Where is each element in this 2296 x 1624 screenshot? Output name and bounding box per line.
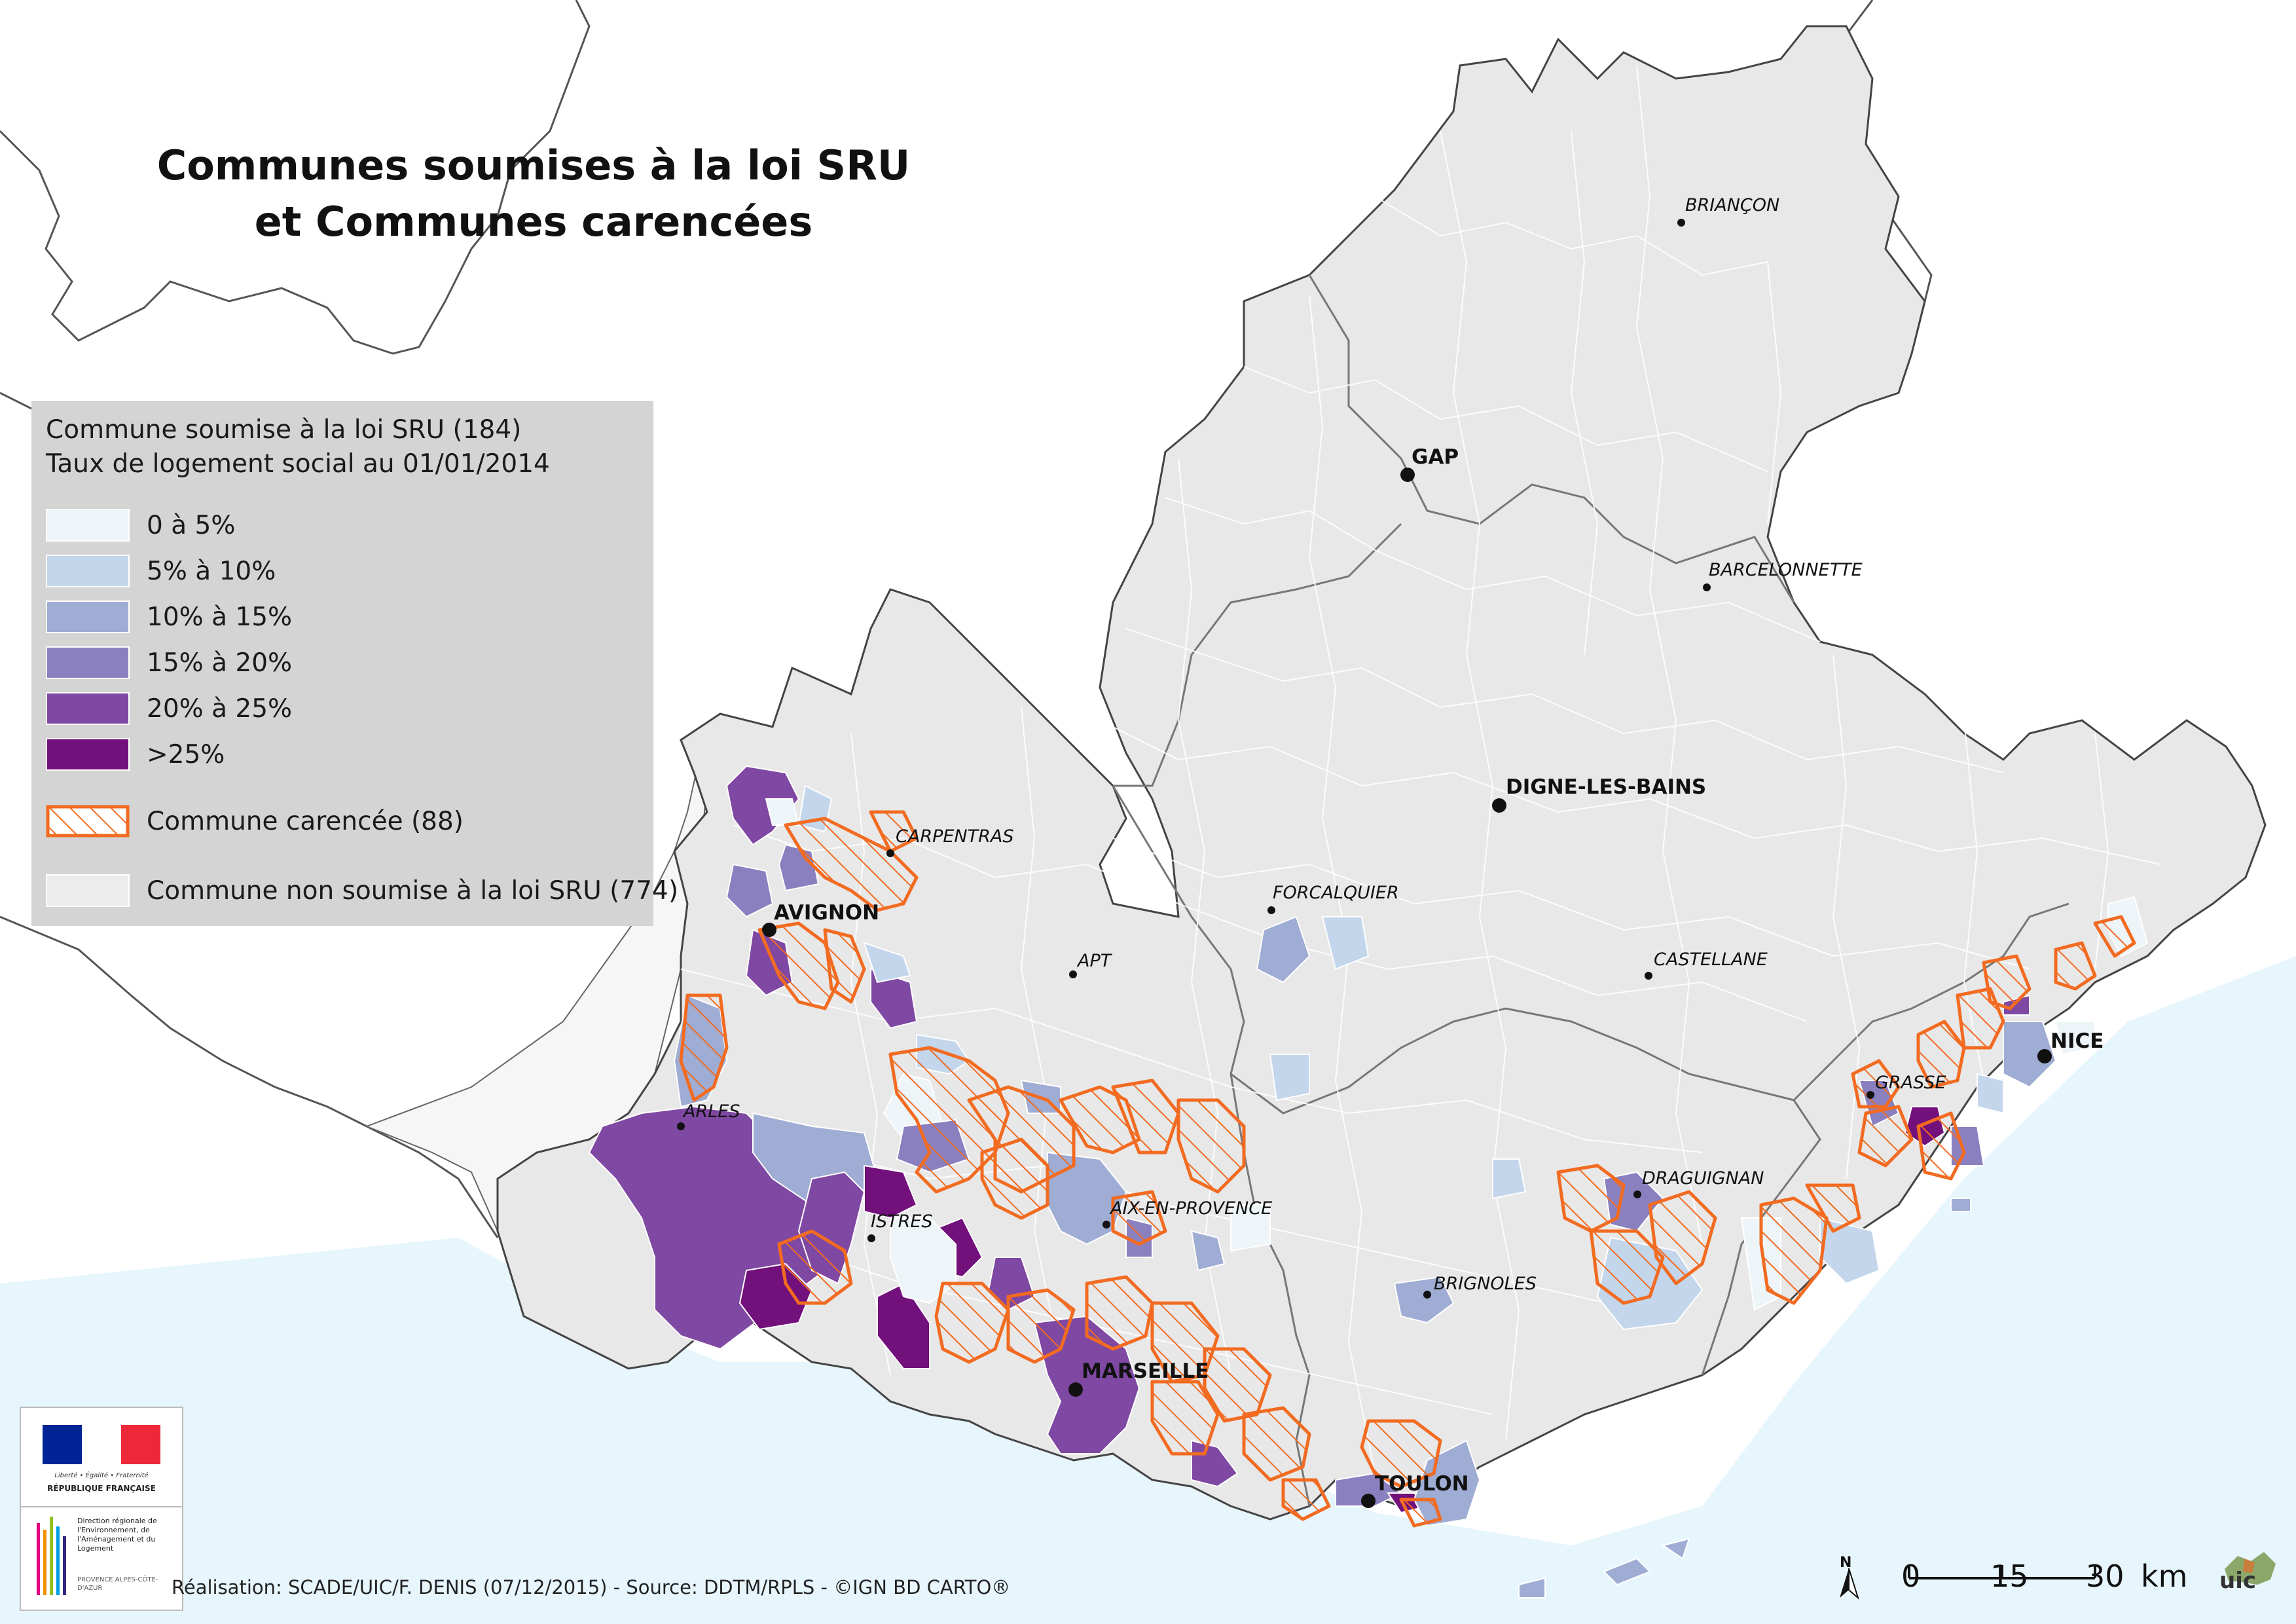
legend: Commune soumise à la loi SRU (184) Taux … [31, 401, 678, 926]
logo-motto: Liberté • Égalité • Fraternité [54, 1472, 149, 1479]
legend-label: Commune carencée (88) [147, 806, 464, 836]
legend-swatch [46, 646, 130, 679]
logo-republique: RÉPUBLIQUE FRANÇAISE [47, 1484, 156, 1493]
legend-hatch-swatch [46, 805, 130, 838]
city-label-castellane: CASTELLANE [1654, 950, 1768, 970]
title-line-1: Communes soumises à la loi SRU [156, 141, 911, 189]
legend-swatch [46, 692, 130, 725]
dreal-logo-icon [37, 1517, 66, 1595]
title-line-2: et Communes carencées [254, 198, 813, 246]
city-label-briancon: BRIANÇON [1685, 195, 1780, 215]
legend-carencee: Commune carencée (88) [46, 804, 464, 838]
uic-logo-icon [2225, 1552, 2276, 1585]
logo-dreal: Direction régionale de l'Environnement, … [77, 1517, 157, 1553]
legend-swatch [46, 509, 130, 542]
legend-swatch [46, 738, 130, 771]
legend-swatch [46, 555, 130, 587]
legend-non-soumise: Commune non soumise à la loi SRU (774) [46, 874, 678, 908]
city-label-gap: GAP [1412, 445, 1459, 469]
scale-tick-15: 15 [1990, 1559, 2029, 1594]
north-arrow-icon [1840, 1568, 1859, 1600]
legend-label: 0 à 5% [147, 510, 236, 540]
city-label-marseille: MARSEILLE [1082, 1359, 1209, 1383]
department-borders [1112, 274, 2069, 1507]
legend-heading-taux: Taux de logement social au 01/01/2014 [46, 449, 550, 479]
city-label-arles: ARLES [683, 1101, 740, 1122]
city-label-aix: AIX-EN-PROVENCE [1110, 1198, 1273, 1219]
city-label-barcelonnette: BARCELONNETTE [1709, 560, 1863, 580]
scale-unit: km [2141, 1559, 2188, 1594]
scale-bar [1908, 1565, 2096, 1579]
city-label-digne: DIGNE-LES-BAINS [1506, 775, 1707, 799]
legend-class-5: >25% [46, 737, 225, 771]
legend-label: 10% à 15% [147, 602, 293, 632]
legend-swatch [46, 600, 130, 633]
city-label-carpentras: CARPENTRAS [896, 826, 1014, 847]
legend-heading-sru: Commune soumise à la loi SRU (184) [46, 415, 522, 445]
legend-class-3: 15% à 20% [46, 646, 292, 680]
city-label-forcalquier: FORCALQUIER [1273, 883, 1399, 903]
legend-label: >25% [147, 739, 225, 769]
legend-label: 5% à 10% [147, 556, 276, 586]
marianne-logo: Liberté • Égalité • Fraternité RÉPUBLIQU… [21, 1408, 182, 1507]
city-label-grasse: GRASSE [1875, 1073, 1946, 1093]
city-label-istres: ISTRES [871, 1211, 933, 1232]
city-label-nice: NICE [2050, 1029, 2104, 1053]
city-label-avignon: AVIGNON [774, 901, 880, 925]
scale-tick-0: 0 [1901, 1559, 1921, 1594]
legend-class-4: 20% à 25% [46, 692, 292, 726]
city-label-draguignan: DRAGUIGNAN [1642, 1168, 1764, 1189]
sea [0, 956, 2296, 1624]
credits: Réalisation: SCADE/UIC/F. DENIS (07/12/2… [172, 1576, 1011, 1598]
legend-label: 15% à 20% [147, 648, 293, 678]
city-label-apt: APT [1078, 951, 1112, 971]
map-title: Communes soumises à la loi SRU et Commun… [111, 138, 956, 250]
communes-carencees [679, 810, 2136, 1528]
logo-prefecture: Liberté • Égalité • Fraternité RÉPUBLIQU… [20, 1407, 183, 1611]
legend-swatch [46, 874, 130, 907]
legend-class-2: 10% à 15% [46, 600, 292, 634]
legend-label: 20% à 25% [147, 693, 293, 724]
city-label-brignoles: BRIGNOLES [1434, 1274, 1537, 1294]
scale-tick-30: 30 [2086, 1559, 2124, 1594]
city-label-toulon: TOULON [1375, 1472, 1469, 1496]
flag-icon [43, 1425, 160, 1464]
city-dots [677, 219, 2052, 1508]
logo-region: PROVENCE ALPES-CÔTE-D'AZUR [77, 1576, 158, 1592]
islands [1518, 1198, 1971, 1598]
uic-logo-text: uic [2219, 1568, 2257, 1594]
legend-label: Commune non soumise à la loi SRU (774) [147, 876, 679, 906]
legend-class-1: 5% à 10% [46, 554, 276, 588]
north-label: N [1840, 1555, 1852, 1571]
legend-class-0: 0 à 5% [46, 508, 235, 542]
